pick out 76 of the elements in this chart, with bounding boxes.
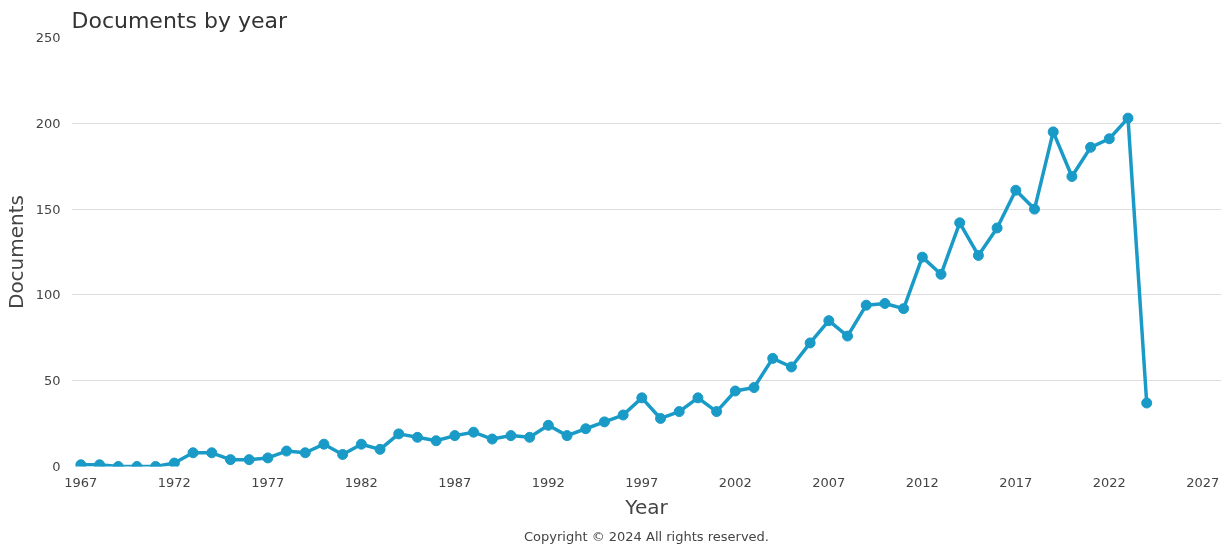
point (318, 438, 330, 450)
x-tick-label: 1977 (251, 474, 285, 490)
point (748, 382, 760, 394)
x-tick-label: 2007 (812, 474, 846, 490)
point (542, 419, 554, 431)
x-tick-label: 2017 (999, 474, 1033, 490)
point (1103, 133, 1115, 145)
text: Copyright © 2024 All rights reserved. (524, 528, 769, 544)
point (187, 447, 199, 459)
point (374, 443, 386, 455)
point (561, 430, 573, 442)
y-tick-label: 150 (35, 201, 61, 217)
point (468, 426, 480, 438)
point (1066, 171, 1078, 182)
point (262, 452, 274, 464)
point (1047, 126, 1059, 138)
point (898, 303, 910, 315)
point (729, 385, 741, 397)
point (972, 249, 984, 261)
point (804, 337, 816, 349)
point (1085, 141, 1097, 153)
point (879, 297, 891, 309)
point (299, 447, 311, 459)
point (692, 392, 704, 404)
point (655, 412, 667, 424)
point (767, 352, 779, 364)
y-tick-label: 200 (35, 115, 61, 131)
point (711, 406, 723, 418)
point (842, 330, 854, 342)
point (617, 409, 629, 421)
point (991, 222, 1003, 234)
point (916, 251, 928, 263)
y-axis-title: Documents (3, 194, 28, 310)
point (1122, 112, 1134, 124)
point (580, 423, 592, 435)
y-tick-label: 0 (52, 459, 61, 474)
point (1141, 397, 1153, 409)
point (524, 431, 536, 443)
chart-title: Documents by year (71, 7, 288, 33)
point (281, 445, 293, 457)
point (954, 217, 966, 229)
x-tick-label: 1972 (157, 474, 191, 490)
point (598, 416, 610, 428)
point (206, 447, 218, 459)
point (168, 457, 180, 467)
point (785, 361, 797, 373)
point (636, 392, 648, 404)
y-tick-label: 250 (35, 30, 61, 45)
x-tick-label: 1992 (531, 474, 565, 490)
point (337, 449, 349, 460)
x-tick-label: 1967 (64, 474, 98, 490)
x-tick-label: 2027 (1186, 474, 1220, 490)
point (823, 315, 835, 327)
point (411, 431, 423, 443)
point (449, 430, 461, 442)
point (935, 268, 947, 280)
point (355, 438, 367, 450)
point (243, 454, 255, 466)
x-tick-label: 1987 (438, 474, 472, 490)
point (393, 428, 405, 440)
point (1029, 203, 1041, 215)
point (486, 433, 498, 445)
point (224, 454, 236, 466)
point (505, 430, 517, 442)
x-tick-label: 2002 (718, 474, 752, 490)
x-tick-label: 2022 (1092, 474, 1126, 490)
point (673, 406, 685, 418)
point (1010, 184, 1022, 196)
x-tick-label: 1997 (625, 474, 659, 490)
y-tick-label: 50 (43, 373, 61, 389)
point (860, 299, 872, 311)
y-tick-label: 100 (35, 287, 61, 303)
x-axis-title: Year (624, 494, 669, 519)
x-tick-label: 2012 (905, 474, 939, 490)
x-tick-label: 1982 (344, 474, 378, 490)
point (430, 435, 442, 447)
